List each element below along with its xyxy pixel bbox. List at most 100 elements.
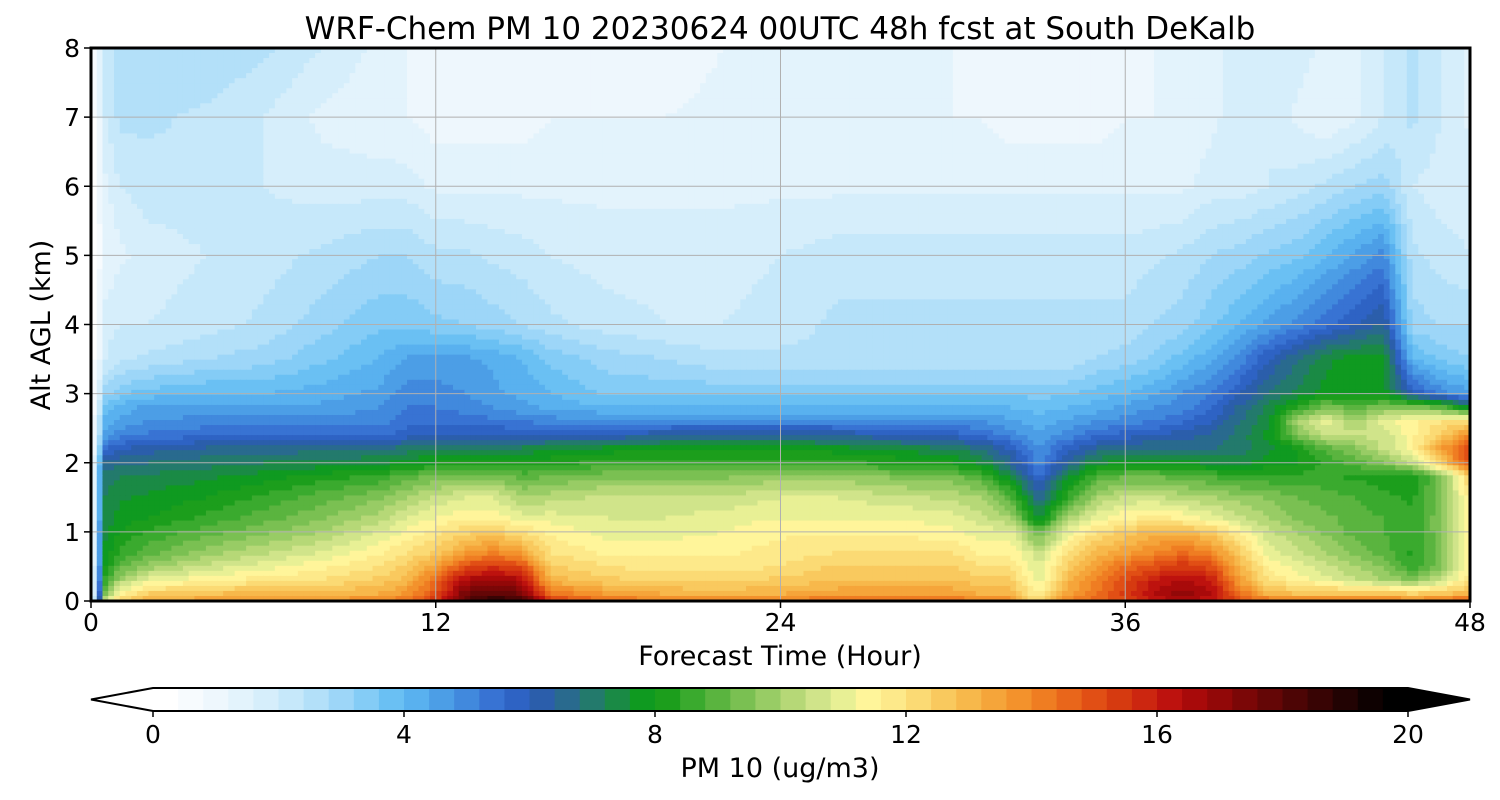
heatmap-cell	[700, 58, 707, 64]
heatmap-cell	[1320, 108, 1327, 114]
heatmap-cell	[1274, 118, 1281, 125]
heatmap-cell	[872, 98, 879, 104]
heatmap-cell	[608, 118, 615, 125]
heatmap-cell	[952, 98, 960, 104]
heatmap-cell	[1418, 48, 1425, 54]
heatmap-cell	[1366, 78, 1373, 84]
heatmap-cell	[464, 73, 471, 79]
heatmap-cell	[487, 118, 494, 125]
heatmap-cell	[349, 143, 356, 150]
heatmap-cell	[952, 113, 960, 119]
heatmap-cell	[1027, 108, 1034, 114]
heatmap-cell	[1383, 63, 1391, 69]
heatmap-cell	[1280, 103, 1287, 109]
heatmap-cell	[1159, 58, 1167, 64]
heatmap-cell	[217, 88, 224, 94]
heatmap-cell	[901, 53, 908, 59]
heatmap-cell	[1050, 73, 1057, 79]
heatmap-cell	[1372, 103, 1379, 109]
heatmap-cell	[619, 128, 626, 135]
heatmap-cell	[993, 58, 1000, 64]
heatmap-cell	[286, 63, 293, 69]
heatmap-cell	[102, 103, 109, 109]
heatmap-cell	[1096, 143, 1103, 150]
heatmap-cell	[527, 53, 535, 59]
heatmap-cell	[177, 58, 184, 64]
heatmap-cell	[1165, 83, 1172, 89]
heatmap-cell	[234, 138, 241, 145]
heatmap-cell	[159, 83, 167, 89]
heatmap-cell	[1205, 48, 1213, 54]
heatmap-cell	[872, 63, 879, 69]
heatmap-cell	[113, 123, 121, 130]
heatmap-cell	[786, 108, 793, 114]
heatmap-cell	[1257, 133, 1264, 140]
heatmap-cell	[688, 68, 695, 74]
heatmap-cell	[251, 98, 259, 104]
heatmap-cell	[1044, 138, 1052, 145]
heatmap-cell	[993, 113, 1000, 119]
heatmap-cell	[1343, 123, 1350, 130]
heatmap-cell	[263, 113, 270, 119]
heatmap-cell	[964, 48, 971, 54]
heatmap-cell	[1039, 123, 1046, 130]
heatmap-cell	[493, 58, 500, 64]
heatmap-cell	[332, 93, 339, 99]
heatmap-cell	[728, 133, 736, 140]
heatmap-cell	[700, 108, 707, 114]
heatmap-cell	[435, 83, 443, 89]
heatmap-cell	[579, 73, 586, 79]
heatmap-cell	[475, 53, 483, 59]
heatmap-cell	[125, 58, 132, 64]
heatmap-cell	[378, 143, 385, 150]
heatmap-cell	[998, 148, 1006, 155]
heatmap-cell	[165, 53, 173, 59]
heatmap-cell	[1153, 148, 1161, 155]
heatmap-cell	[1360, 118, 1368, 125]
heatmap-cell	[487, 98, 494, 104]
heatmap-cell	[837, 143, 845, 150]
heatmap-cell	[165, 138, 173, 145]
heatmap-cell	[1108, 68, 1115, 74]
heatmap-cell	[516, 88, 523, 94]
heatmap-cell	[636, 143, 644, 150]
heatmap-cell	[1039, 118, 1046, 125]
heatmap-cell	[567, 93, 575, 99]
heatmap-cell	[510, 128, 517, 135]
heatmap-cell	[855, 58, 862, 64]
heatmap-cell	[1360, 93, 1368, 99]
heatmap-cell	[975, 133, 983, 140]
heatmap-cell	[211, 108, 219, 114]
heatmap-cell	[1050, 88, 1057, 94]
heatmap-cell	[924, 98, 931, 104]
heatmap-cell	[349, 88, 356, 94]
heatmap-cell	[1142, 73, 1149, 79]
heatmap-cell	[740, 128, 747, 135]
heatmap-cell	[1447, 53, 1454, 59]
heatmap-cell	[475, 138, 483, 145]
heatmap-cell	[1274, 103, 1281, 109]
heatmap-cell	[1372, 143, 1379, 150]
heatmap-cell	[372, 143, 379, 150]
heatmap-cell	[889, 58, 897, 64]
heatmap-cell	[677, 148, 684, 155]
heatmap-cell	[1016, 108, 1023, 114]
heatmap-cell	[1159, 113, 1167, 119]
heatmap-cell	[1406, 58, 1414, 64]
heatmap-cell	[1113, 113, 1121, 119]
heatmap-cell	[814, 123, 822, 130]
heatmap-cell	[401, 113, 408, 119]
heatmap-cell	[1234, 88, 1241, 94]
heatmap-cell	[763, 118, 770, 125]
heatmap-cell	[757, 133, 764, 140]
heatmap-cell	[763, 78, 770, 84]
heatmap-cell	[1332, 113, 1339, 119]
heatmap-cell	[786, 83, 793, 89]
heatmap-cell	[1044, 113, 1052, 119]
heatmap-cell	[1309, 58, 1316, 64]
heatmap-cell	[1096, 98, 1103, 104]
heatmap-cell	[700, 53, 707, 59]
heatmap-cell	[1222, 133, 1230, 140]
heatmap-cell	[389, 118, 397, 125]
heatmap-cell	[504, 123, 512, 130]
